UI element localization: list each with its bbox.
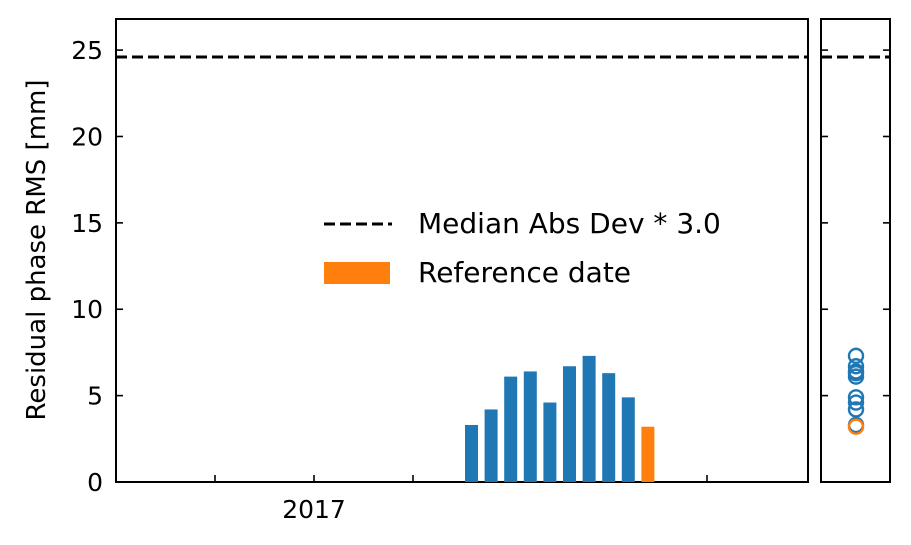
scatter-point: [847, 358, 865, 375]
legend: Median Abs Dev * 3.0 Reference date: [324, 207, 721, 289]
scatter-point: [847, 363, 865, 380]
y-tick-label: 5: [87, 382, 103, 411]
y-tick-label: 15: [71, 209, 103, 238]
bar: [543, 402, 557, 482]
bar: [465, 424, 478, 482]
y-tick-label: 25: [71, 36, 103, 65]
scatter-point: [847, 401, 865, 418]
legend-reference-label: Reference date: [418, 256, 631, 289]
bar: [563, 366, 576, 482]
scatter-point: [847, 394, 865, 411]
reference-bar: [641, 426, 655, 482]
y-tick-label: 0: [87, 468, 103, 497]
bar: [504, 376, 518, 482]
legend-threshold-label: Median Abs Dev * 3.0: [418, 207, 721, 240]
side-plot: [820, 18, 891, 483]
bar: [523, 371, 537, 482]
bar: [484, 409, 498, 482]
scatter-point: [847, 389, 865, 406]
bar: [602, 373, 616, 482]
bar: [621, 397, 635, 482]
y-tick-label: 20: [71, 122, 103, 151]
reference-scatter-point: [847, 418, 865, 435]
legend-reference-swatch: [324, 262, 390, 284]
scatter-point: [847, 347, 865, 365]
y-tick-label: 10: [71, 295, 103, 324]
side-plot-frame: [820, 18, 891, 483]
y-axis-label: Residual phase RMS [mm]: [22, 80, 52, 421]
bar: [582, 355, 596, 482]
x-tick-label: 2017: [282, 495, 346, 524]
main-plot: 0 5 10 15 20 25: [71, 18, 809, 497]
main-plot-frame: [115, 18, 809, 483]
